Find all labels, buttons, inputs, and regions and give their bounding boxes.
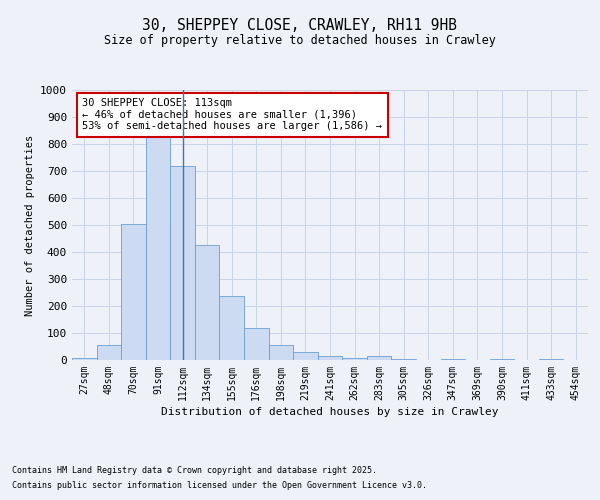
- Text: Contains HM Land Registry data © Crown copyright and database right 2025.: Contains HM Land Registry data © Crown c…: [12, 466, 377, 475]
- Bar: [440, 358, 465, 360]
- X-axis label: Distribution of detached houses by size in Crawley: Distribution of detached houses by size …: [161, 407, 499, 417]
- Text: 30 SHEPPEY CLOSE: 113sqm
← 46% of detached houses are smaller (1,396)
53% of sem: 30 SHEPPEY CLOSE: 113sqm ← 46% of detach…: [82, 98, 382, 132]
- Bar: [293, 352, 318, 360]
- Text: Contains public sector information licensed under the Open Government Licence v3: Contains public sector information licen…: [12, 481, 427, 490]
- Bar: [195, 245, 220, 360]
- Bar: [220, 296, 244, 360]
- Bar: [72, 358, 97, 360]
- Bar: [367, 356, 391, 360]
- Text: Size of property relative to detached houses in Crawley: Size of property relative to detached ho…: [104, 34, 496, 47]
- Bar: [342, 358, 367, 360]
- Bar: [244, 328, 269, 360]
- Bar: [490, 358, 514, 360]
- Bar: [121, 224, 146, 360]
- Text: 30, SHEPPEY CLOSE, CRAWLEY, RH11 9HB: 30, SHEPPEY CLOSE, CRAWLEY, RH11 9HB: [143, 18, 458, 32]
- Y-axis label: Number of detached properties: Number of detached properties: [25, 134, 35, 316]
- Bar: [269, 345, 293, 360]
- Bar: [318, 356, 342, 360]
- Bar: [146, 137, 170, 360]
- Bar: [170, 166, 195, 360]
- Bar: [539, 358, 563, 360]
- Bar: [391, 358, 416, 360]
- Bar: [97, 344, 121, 360]
